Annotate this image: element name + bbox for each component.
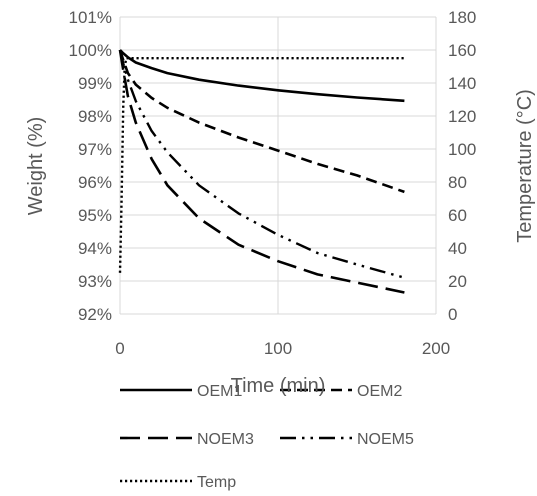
y-left-tick-label: 94% xyxy=(78,239,112,258)
x-tick-label: 0 xyxy=(115,339,124,358)
legend-label-temp: Temp xyxy=(197,474,236,491)
y-left-tick-label: 92% xyxy=(78,305,112,324)
y-right-tick-label: 100 xyxy=(448,140,476,159)
grid xyxy=(119,16,437,315)
y-right-tick-label: 60 xyxy=(448,206,467,225)
series-line-temp xyxy=(118,57,405,273)
y-right-tick-label: 20 xyxy=(448,272,467,291)
y-left-tick-label: 97% xyxy=(78,140,112,159)
y-right-tick-label: 140 xyxy=(448,74,476,93)
y-axis-right-label: Temperature (°C) xyxy=(514,89,536,243)
y-right-tick-label: 0 xyxy=(448,305,457,324)
series-line-noem3 xyxy=(118,49,405,294)
y-left-tick-label: 96% xyxy=(78,173,112,192)
series-group xyxy=(118,49,405,294)
y-right-tick-label: 160 xyxy=(448,41,476,60)
y-axis-left-label: Weight (%) xyxy=(25,117,47,216)
y-right-tick-label: 40 xyxy=(448,239,467,258)
y-right-tick-label: 80 xyxy=(448,173,467,192)
legend-label-noem3: NOEM3 xyxy=(197,431,254,448)
x-tick-label: 200 xyxy=(422,339,450,358)
y-right-tick-label: 120 xyxy=(448,107,476,126)
y-left-tick-label: 101% xyxy=(69,8,112,27)
series-line-oem2 xyxy=(118,49,405,194)
y-left-tick-label: 100% xyxy=(69,41,112,60)
legend-label-oem2: OEM2 xyxy=(357,383,402,400)
series-line-oem1 xyxy=(119,49,405,103)
y-right-tick-label: 180 xyxy=(448,8,476,27)
legend-label-oem1: OEM1 xyxy=(197,383,242,400)
x-axis-ticks: 0 100 200 xyxy=(115,339,450,358)
y-left-tick-label: 99% xyxy=(78,74,112,93)
y-axis-left-ticks: 92% 93% 94% 95% 96% 97% 98% 99% 100% 101% xyxy=(69,8,112,324)
y-axis-right-ticks: 0 20 40 60 80 100 120 140 160 180 xyxy=(448,8,476,324)
y-left-tick-label: 95% xyxy=(78,206,112,225)
x-axis-label: Time (min) xyxy=(231,375,326,397)
x-tick-label: 100 xyxy=(264,339,292,358)
legend-label-noem5: NOEM5 xyxy=(357,431,414,448)
y-left-tick-label: 93% xyxy=(78,272,112,291)
y-left-tick-label: 98% xyxy=(78,107,112,126)
series-line-noem5 xyxy=(118,49,405,279)
legend: OEM1 OEM2 NOEM3 NOEM5 Temp xyxy=(120,383,414,491)
